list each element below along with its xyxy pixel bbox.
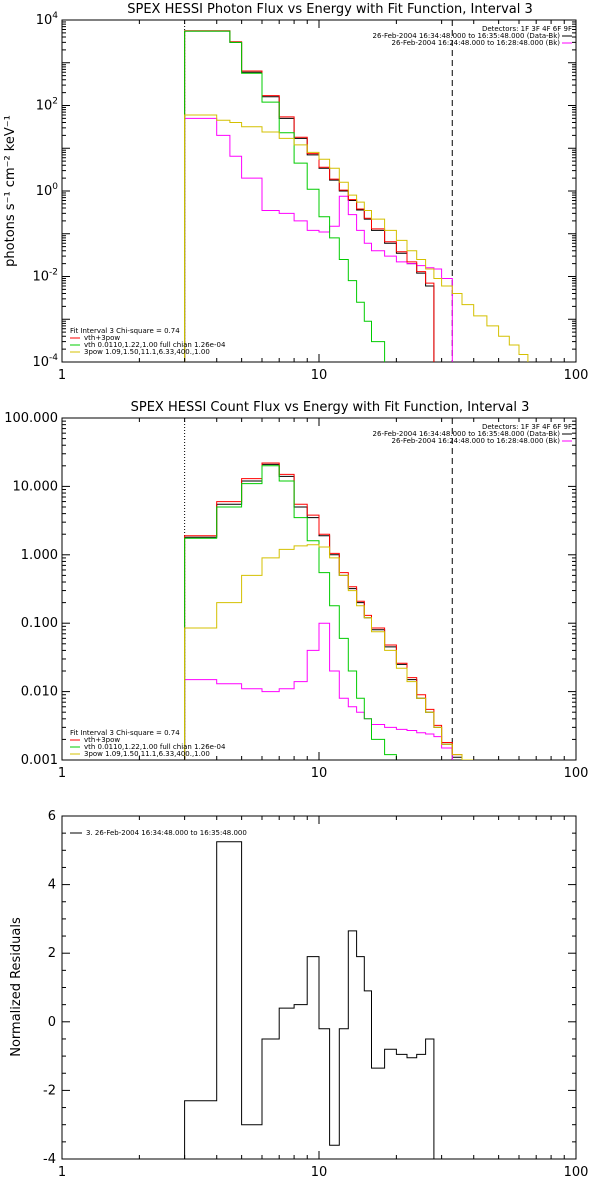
legend-3pow: 3pow 1.09,1.50,11.1,6.33,400.,1.00	[84, 348, 210, 356]
series-line-vth-3pow	[184, 30, 435, 362]
chart-title: SPEX HESSI Photon Flux vs Energy with Fi…	[127, 2, 533, 17]
y-tick-label: 10.000	[13, 479, 59, 494]
series-line-3pow	[184, 544, 475, 760]
y-axis-label: photons s⁻¹ cm⁻² keV⁻¹	[3, 115, 18, 267]
legend-bottom-left: Fit Interval 3 Chi-square = 0.74 vth+3po…	[70, 327, 226, 356]
series-line-vth	[184, 30, 386, 362]
legend-fit-interval: Fit Interval 3 Chi-square = 0.74	[70, 729, 180, 737]
y-tick-label: -2	[43, 1083, 56, 1098]
legend-detectors: Detectors: 1F 3F 4F 6F 9F	[482, 423, 572, 431]
y-tick-label: 0	[48, 1015, 56, 1030]
series-line-data-bk	[184, 30, 435, 362]
series-line-bk	[184, 622, 453, 760]
photon-flux-panel: SPEX HESSI Photon Flux vs Energy with Fi…	[3, 2, 589, 383]
y-tick-label: 104	[36, 11, 59, 28]
y-tick-label: 10-4	[32, 353, 58, 370]
x-tick-label: 100	[564, 766, 589, 781]
y-tick-label: -4	[43, 1152, 56, 1167]
legend-vth: vth 0.0110,1.22,1.00 full chian 1.26e-04	[84, 743, 226, 751]
x-tick-label: 1	[58, 1165, 66, 1180]
x-tick-label: 10	[311, 368, 328, 383]
legend-bk: 26-Feb-2004 16:24:48.000 to 16:28:48.000…	[392, 39, 561, 47]
legend-bk: 26-Feb-2004 16:24:48.000 to 16:28:48.000…	[392, 437, 561, 445]
y-tick-label: 10-2	[32, 268, 58, 285]
x-tick-label: 1	[58, 368, 66, 383]
y-tick-label: 2	[48, 946, 56, 961]
x-tick-label: 1	[58, 766, 66, 781]
legend-top-right: Detectors: 1F 3F 4F 6F 9F 26-Feb-2004 16…	[373, 25, 572, 47]
count-flux-panel: SPEX HESSI Count Flux vs Energy with Fit…	[4, 400, 589, 781]
y-tick-label: 1.000	[21, 548, 58, 563]
legend-3pow: 3pow 1.09,1.50,11.1,6.33,400.,1.00	[84, 750, 210, 758]
series-line-3pow	[184, 114, 529, 362]
x-tick-label: 10	[311, 766, 328, 781]
legend-vth-3pow: vth+3pow	[84, 736, 120, 744]
y-tick-label: 102	[36, 97, 58, 114]
legend-top-right: Detectors: 1F 3F 4F 6F 9F 26-Feb-2004 16…	[373, 423, 572, 445]
y-tick-label: 100.000	[4, 411, 58, 426]
legend-bottom-left: Fit Interval 3 Chi-square = 0.74 vth+3po…	[70, 729, 226, 758]
residuals-panel: 1 10 100 -4 -2 0 2 4 6 Normalized Residuals 3. 2…	[9, 809, 589, 1180]
x-tick-label: 10	[311, 1165, 328, 1180]
y-tick-label: 0.010	[21, 685, 58, 700]
legend-data-bk: 26-Feb-2004 16:34:48.000 to 16:35:48.000…	[373, 32, 561, 40]
plot-frame	[61, 417, 577, 761]
y-tick-label: 100	[36, 182, 59, 199]
series-line-vth-3pow	[184, 462, 475, 760]
y-tick-label: 6	[48, 809, 56, 824]
legend-detectors: Detectors: 1F 3F 4F 6F 9F	[482, 25, 572, 33]
y-tick-label: 4	[48, 878, 56, 893]
chart-title: SPEX HESSI Count Flux vs Energy with Fit…	[131, 400, 530, 415]
y-tick-label: 0.100	[21, 616, 58, 631]
legend-interval: 3. 26-Feb-2004 16:34:48.000 to 16:35:48.…	[86, 829, 247, 837]
legend-vth-3pow: vth+3pow	[84, 334, 120, 342]
series-line-vth	[184, 465, 397, 760]
y-tick-label: 0.001	[21, 753, 58, 768]
legend-data-bk: 26-Feb-2004 16:34:48.000 to 16:35:48.000…	[373, 430, 561, 438]
legend-vth: vth 0.0110,1.22,1.00 full chian 1.26e-04	[84, 341, 226, 349]
x-tick-label: 100	[564, 1165, 589, 1180]
legend-fit-interval: Fit Interval 3 Chi-square = 0.74	[70, 327, 180, 335]
x-tick-label: 100	[564, 368, 589, 383]
series-line-residuals	[184, 841, 435, 1159]
y-axis-label: Normalized Residuals	[9, 917, 24, 1057]
